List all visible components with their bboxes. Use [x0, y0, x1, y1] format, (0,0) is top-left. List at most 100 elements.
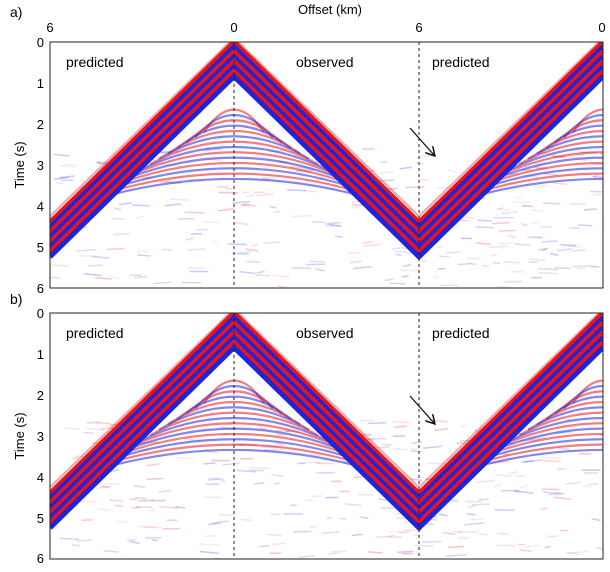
- y-tick-label: 3: [37, 429, 44, 444]
- noise-streak: [539, 273, 557, 274]
- region-label-observed: observed: [296, 54, 354, 70]
- panel-letter: b): [10, 291, 22, 307]
- noise-streak: [276, 444, 284, 445]
- noise-streak: [530, 223, 538, 224]
- noise-streak: [219, 192, 239, 193]
- noise-streak: [504, 281, 522, 282]
- noise-streak: [584, 209, 597, 210]
- noise-streak: [340, 518, 347, 519]
- noise-streak: [113, 234, 129, 235]
- noise-streak: [411, 448, 419, 449]
- noise-streak: [538, 269, 558, 270]
- noise-streak: [548, 494, 564, 495]
- noise-streak: [312, 496, 322, 497]
- noise-streak: [479, 499, 489, 500]
- noise-streak: [494, 485, 501, 486]
- noise-streak: [144, 527, 160, 528]
- region-label-predicted: predicted: [432, 54, 490, 70]
- noise-streak: [422, 542, 441, 543]
- noise-streak: [60, 538, 79, 539]
- noise-streak: [400, 270, 419, 271]
- noise-streak: [499, 243, 513, 244]
- y-axis-title: Time (s): [12, 141, 27, 188]
- noise-streak: [389, 283, 406, 284]
- noise-streak: [465, 501, 482, 502]
- noise-streak: [309, 261, 325, 262]
- noise-streak: [256, 275, 271, 276]
- region-label-predicted: predicted: [66, 325, 124, 341]
- noise-streak: [415, 545, 434, 546]
- noise-streak: [273, 211, 280, 212]
- y-tick-label: 6: [37, 551, 44, 566]
- noise-streak: [176, 458, 194, 459]
- x-tick-labels: 6 0 6 0: [46, 20, 605, 35]
- noise-streak: [476, 227, 493, 228]
- noise-streak: [107, 249, 125, 250]
- y-tick-label: 6: [37, 281, 44, 296]
- noise-streak: [554, 268, 570, 269]
- y-tick-label: 5: [37, 240, 44, 255]
- noise-streak: [472, 504, 490, 505]
- region-label-observed: observed: [296, 325, 354, 341]
- noise-streak: [392, 422, 412, 423]
- noise-streak: [65, 428, 80, 429]
- y-tick-label: 4: [37, 199, 44, 214]
- noise-streak: [249, 468, 269, 469]
- noise-streak: [335, 236, 343, 237]
- x-tick-label: 0: [230, 20, 237, 35]
- noise-streak: [547, 536, 558, 537]
- x-tick-label: 6: [46, 20, 53, 35]
- noise-streak: [200, 544, 219, 545]
- noise-streak: [543, 203, 560, 204]
- noise-streak: [264, 242, 280, 243]
- noise-streak: [503, 262, 520, 263]
- noise-streak: [574, 246, 582, 247]
- noise-streak: [471, 519, 483, 520]
- noise-streak: [591, 266, 599, 267]
- x-tick-label: 0: [598, 20, 605, 35]
- noise-streak: [185, 212, 205, 213]
- noise-streak: [109, 500, 122, 501]
- noise-streak: [411, 451, 422, 452]
- noise-streak: [170, 199, 188, 200]
- noise-streak: [132, 205, 149, 206]
- noise-streak: [203, 463, 215, 464]
- noise-streak: [83, 433, 94, 434]
- y-tick-label: 2: [37, 388, 44, 403]
- y-tick-label: 4: [37, 470, 44, 485]
- noise-streak: [241, 204, 249, 205]
- noise-streak: [292, 268, 311, 269]
- noise-streak: [499, 230, 516, 231]
- panel-a: a) 6 0 6 0 0 1 2 3 4 5 6 Time (s) predic…: [10, 4, 610, 296]
- noise-streak: [178, 219, 194, 220]
- noise-streak: [457, 264, 469, 265]
- noise-streak: [358, 495, 373, 496]
- noise-streak: [130, 507, 138, 508]
- noise-streak: [545, 546, 551, 547]
- noise-streak: [292, 216, 311, 217]
- noise-streak: [113, 218, 125, 219]
- y-tick-labels: 0 1 2 3 4 5 6: [37, 35, 44, 296]
- noise-streak: [330, 551, 346, 552]
- y-tick-label: 5: [37, 511, 44, 526]
- noise-streak: [511, 202, 530, 203]
- noise-streak: [573, 266, 591, 267]
- noise-streak: [187, 249, 205, 250]
- panel-b: b) 0 1 2 3 4 5 6 Time (s) predicted obse…: [10, 291, 610, 566]
- noise-streak: [240, 519, 251, 520]
- noise-streak: [328, 553, 341, 554]
- noise-streak: [578, 225, 592, 226]
- noise-streak: [501, 210, 509, 211]
- y-tick-label: 0: [37, 306, 44, 321]
- noise-streak: [211, 160, 221, 161]
- noise-streak: [419, 179, 429, 180]
- noise-streak: [399, 532, 410, 533]
- noise-streak: [205, 497, 221, 498]
- region-label-predicted: predicted: [66, 54, 124, 70]
- noise-streak: [51, 265, 69, 266]
- noise-streak: [479, 534, 488, 535]
- noise-streak: [204, 536, 216, 537]
- noise-streak: [542, 241, 558, 242]
- noise-streak: [137, 255, 150, 256]
